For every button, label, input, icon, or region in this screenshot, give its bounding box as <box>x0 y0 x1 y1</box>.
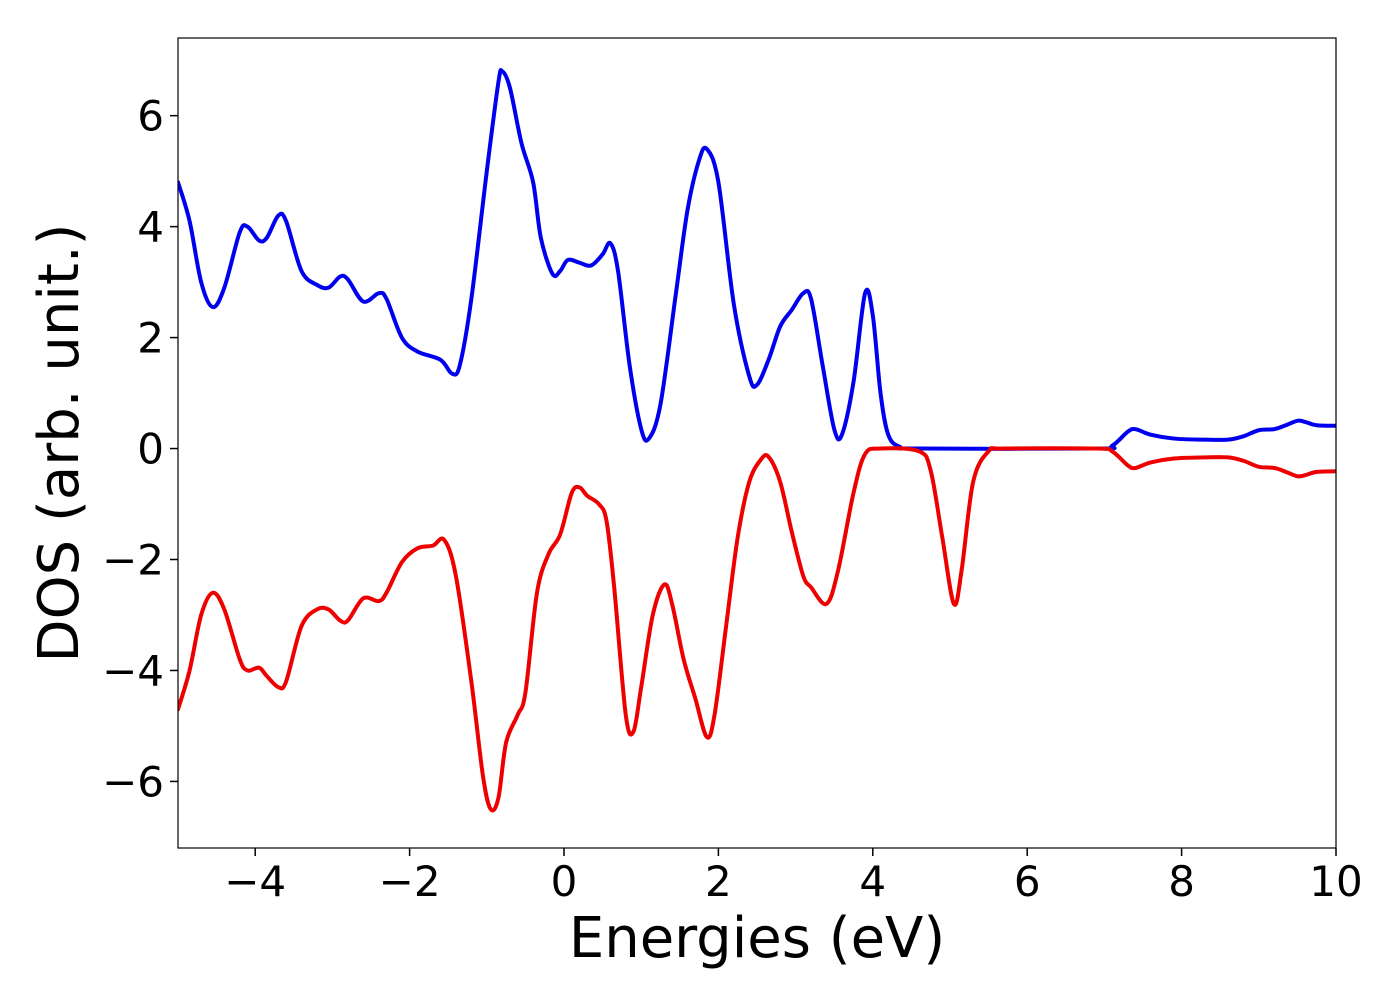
x-axis: −4 −2 0 2 4 6 8 10 <box>224 848 1363 906</box>
y-tick-label: −6 <box>102 757 164 806</box>
y-axis: −6 −4 −2 0 2 4 6 <box>102 92 178 806</box>
y-tick-label: 4 <box>137 203 164 252</box>
y-axis-title: DOS (arb. unit.) <box>27 223 92 662</box>
series-layer <box>178 68 1336 813</box>
series-line-red <box>178 446 1336 813</box>
y-tick-label: 0 <box>137 425 164 474</box>
x-tick-label: 4 <box>859 857 886 906</box>
x-tick-label: 10 <box>1309 857 1362 906</box>
series-line-blue <box>178 68 1336 451</box>
y-tick-label: −2 <box>102 536 164 585</box>
plot-frame <box>177 37 1337 849</box>
x-tick-label: 0 <box>551 857 578 906</box>
x-tick-label: 2 <box>705 857 732 906</box>
x-tick-label: −4 <box>224 857 286 906</box>
x-axis-title: Energies (eV) <box>569 906 945 971</box>
x-tick-label: 8 <box>1168 857 1195 906</box>
x-tick-label: −2 <box>379 857 441 906</box>
y-tick-label: 2 <box>137 314 164 363</box>
y-tick-label: −4 <box>102 646 164 695</box>
x-tick-label: 6 <box>1014 857 1041 906</box>
y-tick-label: 6 <box>137 92 164 141</box>
